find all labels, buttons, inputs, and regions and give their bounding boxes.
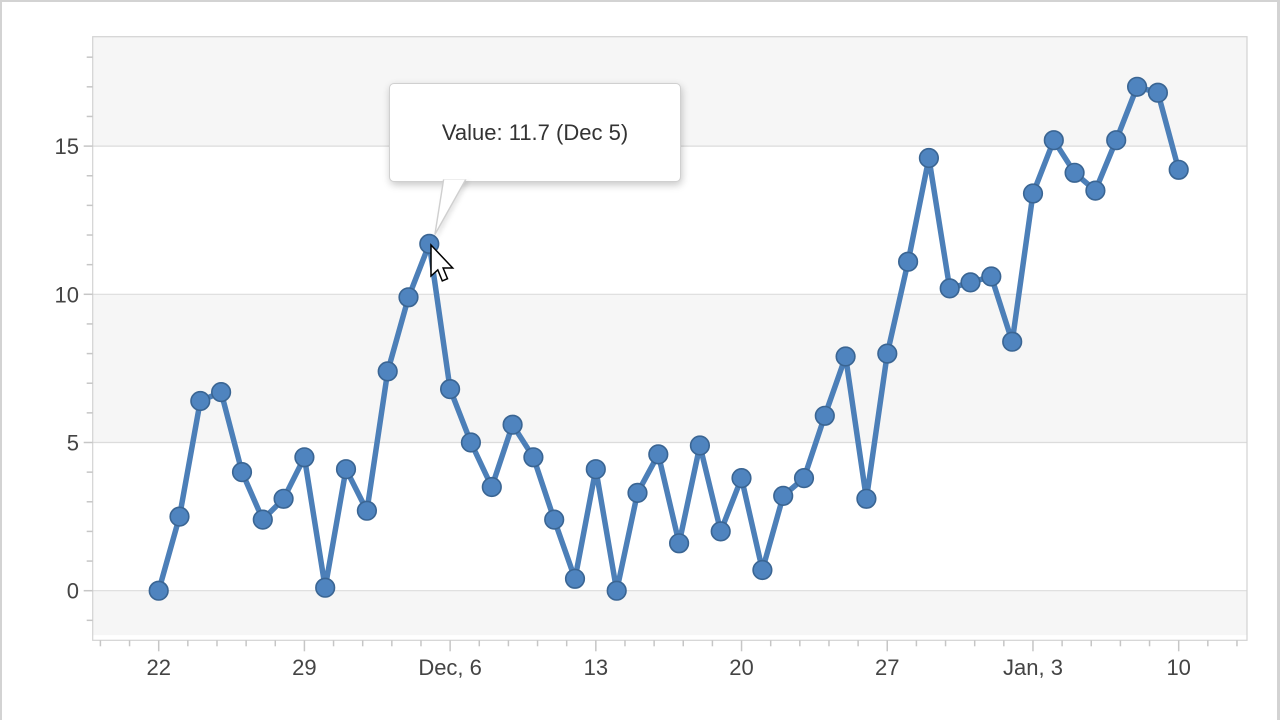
data-point-marker[interactable] [523, 447, 544, 468]
data-point-marker[interactable] [710, 521, 731, 542]
x-axis-label: Dec, 6 [418, 655, 482, 680]
data-point-marker[interactable] [252, 509, 273, 530]
y-axis-label: 0 [67, 579, 79, 604]
tooltip-text: Value: 11.7 (Dec 5) [441, 119, 629, 145]
data-point-marker[interactable] [377, 361, 398, 382]
data-point-marker[interactable] [1064, 162, 1085, 183]
data-point-marker[interactable] [1043, 130, 1064, 151]
data-point-marker[interactable] [211, 382, 232, 403]
data-point-marker[interactable] [1168, 159, 1189, 180]
data-point-marker[interactable] [356, 500, 378, 521]
data-point-marker[interactable] [564, 568, 586, 589]
data-point-marker[interactable] [793, 468, 815, 489]
data-point-marker[interactable] [1126, 76, 1148, 97]
x-axis: 22 29 Dec, 6 13 20 27 Jan, 3 10 [99, 640, 1238, 680]
data-point-marker[interactable] [752, 559, 773, 581]
data-point-marker[interactable] [273, 488, 294, 509]
data-point-marker[interactable] [190, 390, 211, 412]
data-point-marker[interactable] [169, 506, 190, 527]
data-point-marker[interactable] [689, 435, 711, 456]
y-axis: 0 5 10 15 [55, 56, 93, 622]
data-point-marker-active[interactable] [419, 233, 440, 254]
data-point-marker[interactable] [148, 580, 169, 601]
data-point-marker[interactable] [1106, 130, 1127, 151]
data-point-marker[interactable] [1085, 180, 1106, 201]
data-point-marker[interactable] [1022, 183, 1044, 204]
data-point-marker[interactable] [398, 287, 419, 308]
data-point-marker[interactable] [585, 459, 606, 480]
plot-band [92, 294, 1248, 443]
data-point-marker[interactable] [460, 432, 482, 453]
data-point-marker[interactable] [814, 405, 835, 426]
x-axis-label: 13 [584, 655, 608, 680]
data-point-marker[interactable] [502, 414, 523, 435]
y-axis-label: 5 [67, 431, 79, 456]
data-point-marker[interactable] [960, 272, 981, 293]
data-point-marker[interactable] [481, 476, 502, 498]
y-axis-label: 15 [55, 134, 79, 159]
x-axis-label: 22 [146, 655, 170, 680]
data-point-marker[interactable] [1147, 82, 1168, 103]
tooltip: Value: 11.7 (Dec 5) [389, 83, 681, 182]
x-axis-label: 10 [1166, 655, 1190, 680]
data-point-marker[interactable] [231, 462, 253, 483]
data-point-marker[interactable] [648, 444, 669, 465]
data-point-marker[interactable] [731, 468, 752, 489]
plot-band [92, 590, 1248, 636]
data-point-marker[interactable] [606, 580, 627, 601]
data-point-marker[interactable] [627, 482, 648, 504]
x-axis-label: 27 [875, 655, 899, 680]
data-point-marker[interactable] [918, 147, 940, 169]
data-point-marker[interactable] [544, 509, 565, 530]
data-point-marker[interactable] [335, 459, 357, 480]
y-axis-label: 10 [55, 282, 79, 307]
data-point-marker[interactable] [440, 379, 461, 400]
data-point-marker[interactable] [939, 278, 960, 299]
data-point-marker[interactable] [1002, 331, 1023, 352]
data-point-marker[interactable] [773, 485, 794, 507]
x-axis-label: Jan, 3 [1003, 655, 1063, 680]
x-axis-label: 20 [729, 655, 753, 680]
data-point-marker[interactable] [315, 577, 336, 598]
data-point-marker[interactable] [897, 251, 919, 272]
data-point-marker[interactable] [835, 346, 856, 367]
data-point-marker[interactable] [981, 266, 1002, 287]
data-point-marker[interactable] [877, 343, 898, 364]
x-axis-label: 29 [292, 655, 316, 680]
data-point-marker[interactable] [856, 488, 877, 509]
data-point-marker[interactable] [668, 533, 690, 554]
data-point-marker[interactable] [294, 447, 315, 468]
tooltip-callout-wedge [434, 178, 468, 235]
